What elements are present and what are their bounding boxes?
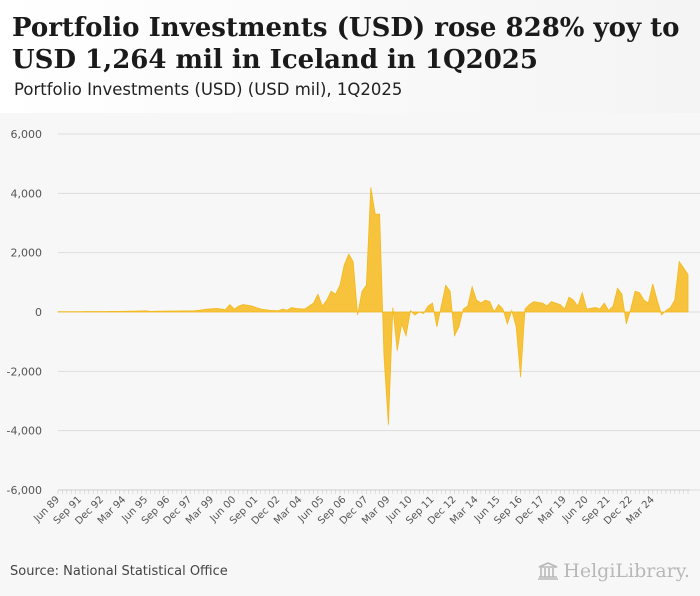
- y-tick-label: 2,000: [11, 247, 43, 260]
- chart-footer: Source: National Statistical Office Helg…: [0, 553, 700, 596]
- series-area: [57, 187, 689, 425]
- source-note: Source: National Statistical Office: [10, 564, 228, 579]
- y-tick-label: 0: [35, 306, 42, 319]
- y-tick-label: -6,000: [7, 484, 42, 497]
- chart-subtitle: Portfolio Investments (USD) (USD mil), 1…: [14, 80, 403, 99]
- chart-area: 6,000 4,000 2,000 0 -2,000 -4,000 -6,000 Jun 89…: [0, 113, 700, 553]
- helgi-library-logo[interactable]: HelgiLibrary.: [537, 560, 690, 582]
- y-tick-label: 4,000: [11, 187, 43, 200]
- y-tick-label: -2,000: [7, 365, 42, 378]
- y-tick-label: -4,000: [7, 425, 42, 438]
- library-building-icon: [538, 562, 559, 580]
- y-tick-label: 6,000: [11, 128, 43, 141]
- logo-text: HelgiLibrary.: [563, 560, 690, 582]
- chart-header: Portfolio Investments (USD) rose 828% yo…: [0, 0, 700, 113]
- chart-title: Portfolio Investments (USD) rose 828% yo…: [12, 13, 680, 75]
